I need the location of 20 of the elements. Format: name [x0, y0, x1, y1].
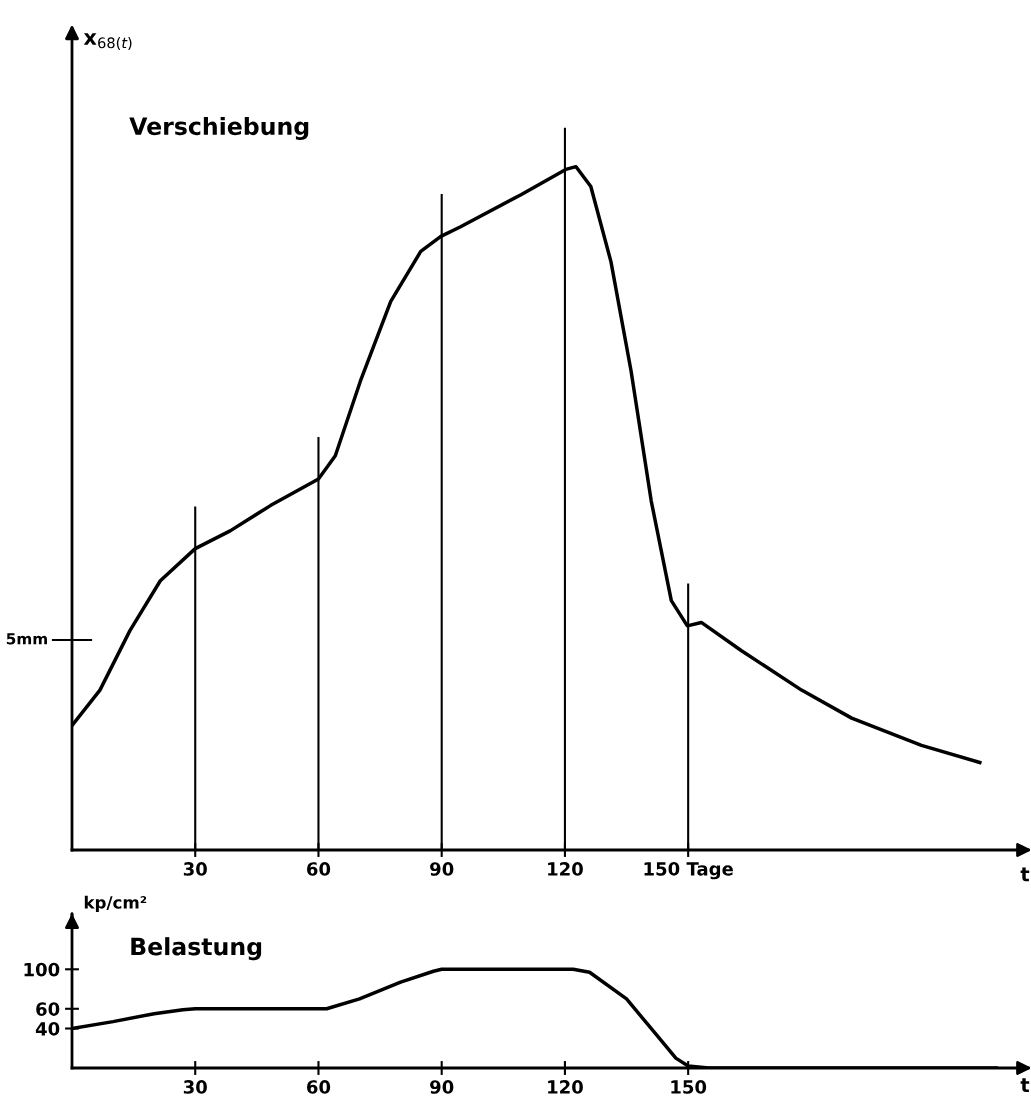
x-tick-label: 150: [671, 1080, 707, 1094]
chart-title: Verschiebung: [129, 116, 309, 140]
y-tick-label: 60: [36, 1002, 60, 1016]
text: Belastung: [131, 937, 262, 961]
x-tick-label: 120: [548, 862, 583, 876]
text: 5mm: [6, 633, 47, 645]
x-axis-title: t: [1020, 1078, 1030, 1092]
x-tick-label: 120: [548, 1080, 583, 1094]
x-tick-label: 30: [183, 1080, 207, 1094]
x-tick-label: 60: [307, 1080, 331, 1094]
x-tick-label: 60: [307, 862, 331, 876]
x-tick-label: 30: [183, 862, 207, 876]
y-tick-label: 100: [24, 962, 60, 977]
x-tick-label: 90: [430, 1080, 454, 1094]
x-tick-label: 90: [430, 862, 454, 876]
y-axis-title: x$_{68(t)}$: [83, 33, 132, 51]
x-axis-title: t: [1020, 867, 1030, 882]
x-tick-label: 150 Tage: [644, 861, 733, 880]
y-tick-label: 40: [35, 1021, 60, 1036]
y-axis-title: kp/cm²: [84, 895, 147, 912]
